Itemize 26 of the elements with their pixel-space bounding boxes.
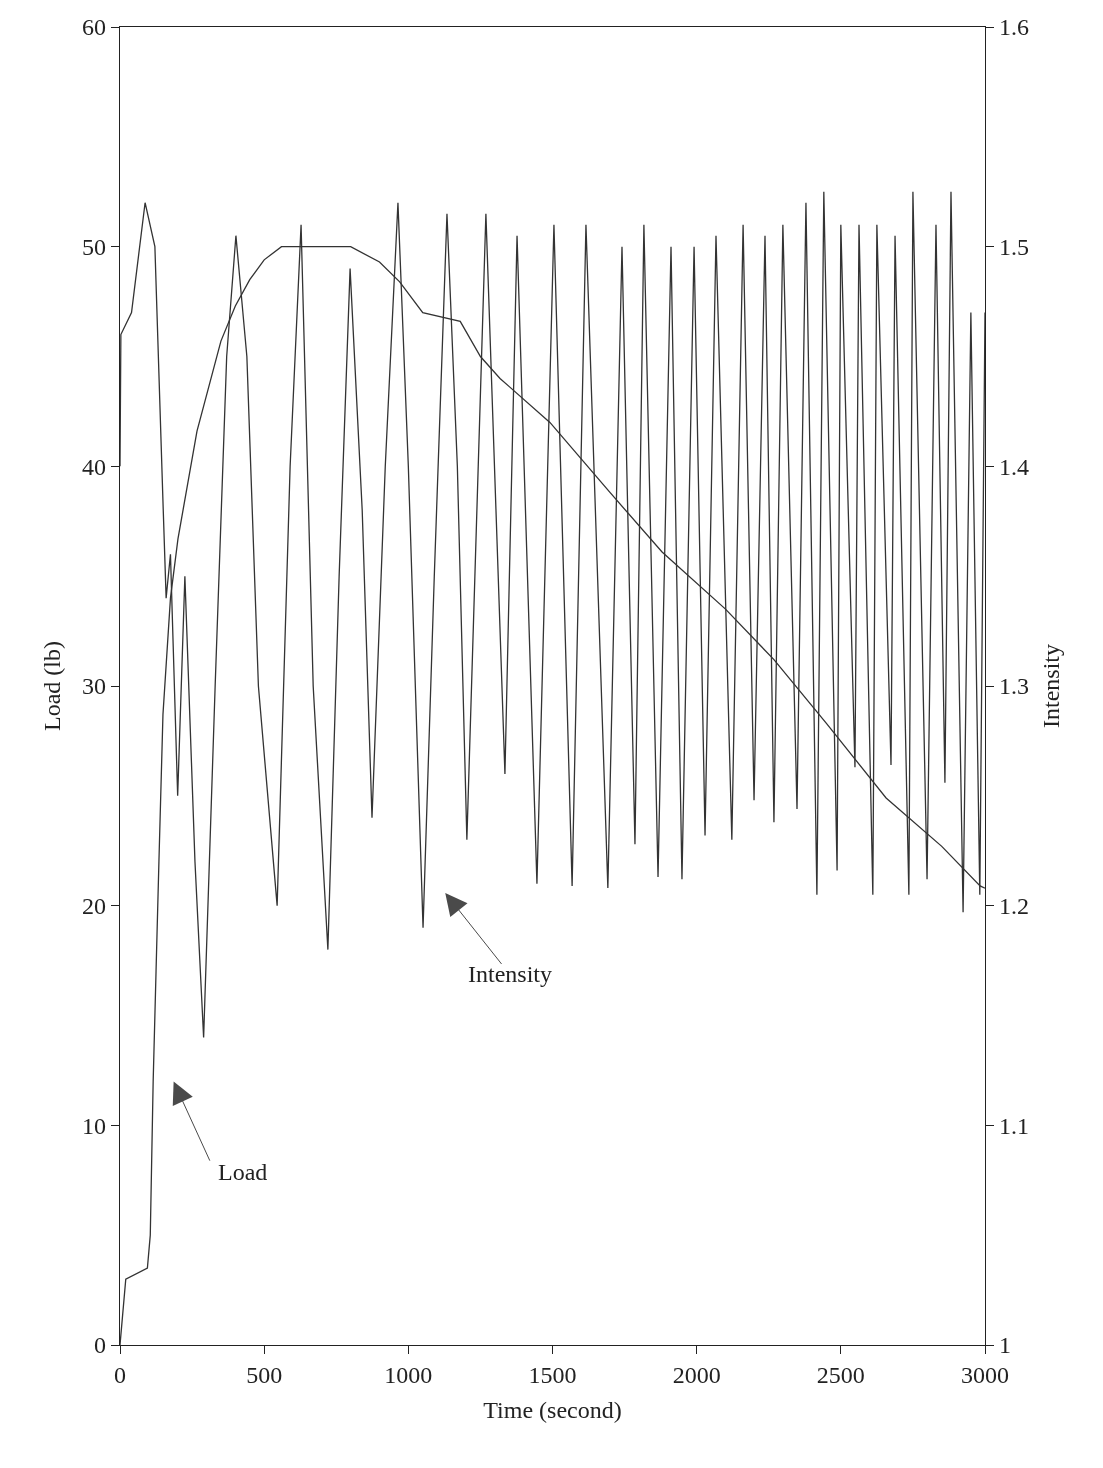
x-tick-label: 1000 [384, 1362, 433, 1388]
y-tick-label: 20 [82, 893, 106, 920]
x-tick-label: 2500 [816, 1362, 865, 1388]
y2-tick-label: 1.3 [999, 673, 1029, 700]
x-tick-label: 3000 [961, 1362, 1009, 1388]
x-axis-title: Time (second) [483, 1397, 622, 1424]
x-tick-label: 500 [246, 1362, 283, 1388]
x-tick-label: 2000 [672, 1362, 721, 1388]
y-axis-title: Load (lb) [39, 641, 66, 731]
y-tick-label: 30 [82, 673, 106, 700]
x-tick-label: 1500 [528, 1362, 577, 1388]
y2-tick-label: 1.1 [999, 1112, 1029, 1139]
y-tick-label: 40 [82, 453, 106, 480]
y-tick-label: 50 [82, 234, 106, 261]
y2-axis-title: Intensity [1038, 644, 1065, 728]
y2-tick-label: 1.2 [999, 893, 1029, 920]
y-tick-label: 10 [82, 1112, 106, 1139]
annotation: Load [218, 1159, 268, 1185]
y-tick-label: 60 [82, 14, 106, 41]
y2-tick-label: 1.6 [999, 14, 1029, 41]
y2-tick-label: 1.5 [999, 234, 1029, 261]
y2-tick-label: 1.4 [999, 453, 1029, 480]
y2-tick-label: 1 [999, 1332, 1011, 1359]
y-tick-label: 0 [94, 1332, 106, 1359]
annotation: Intensity [468, 961, 552, 987]
x-tick-label: 0 [114, 1362, 126, 1388]
